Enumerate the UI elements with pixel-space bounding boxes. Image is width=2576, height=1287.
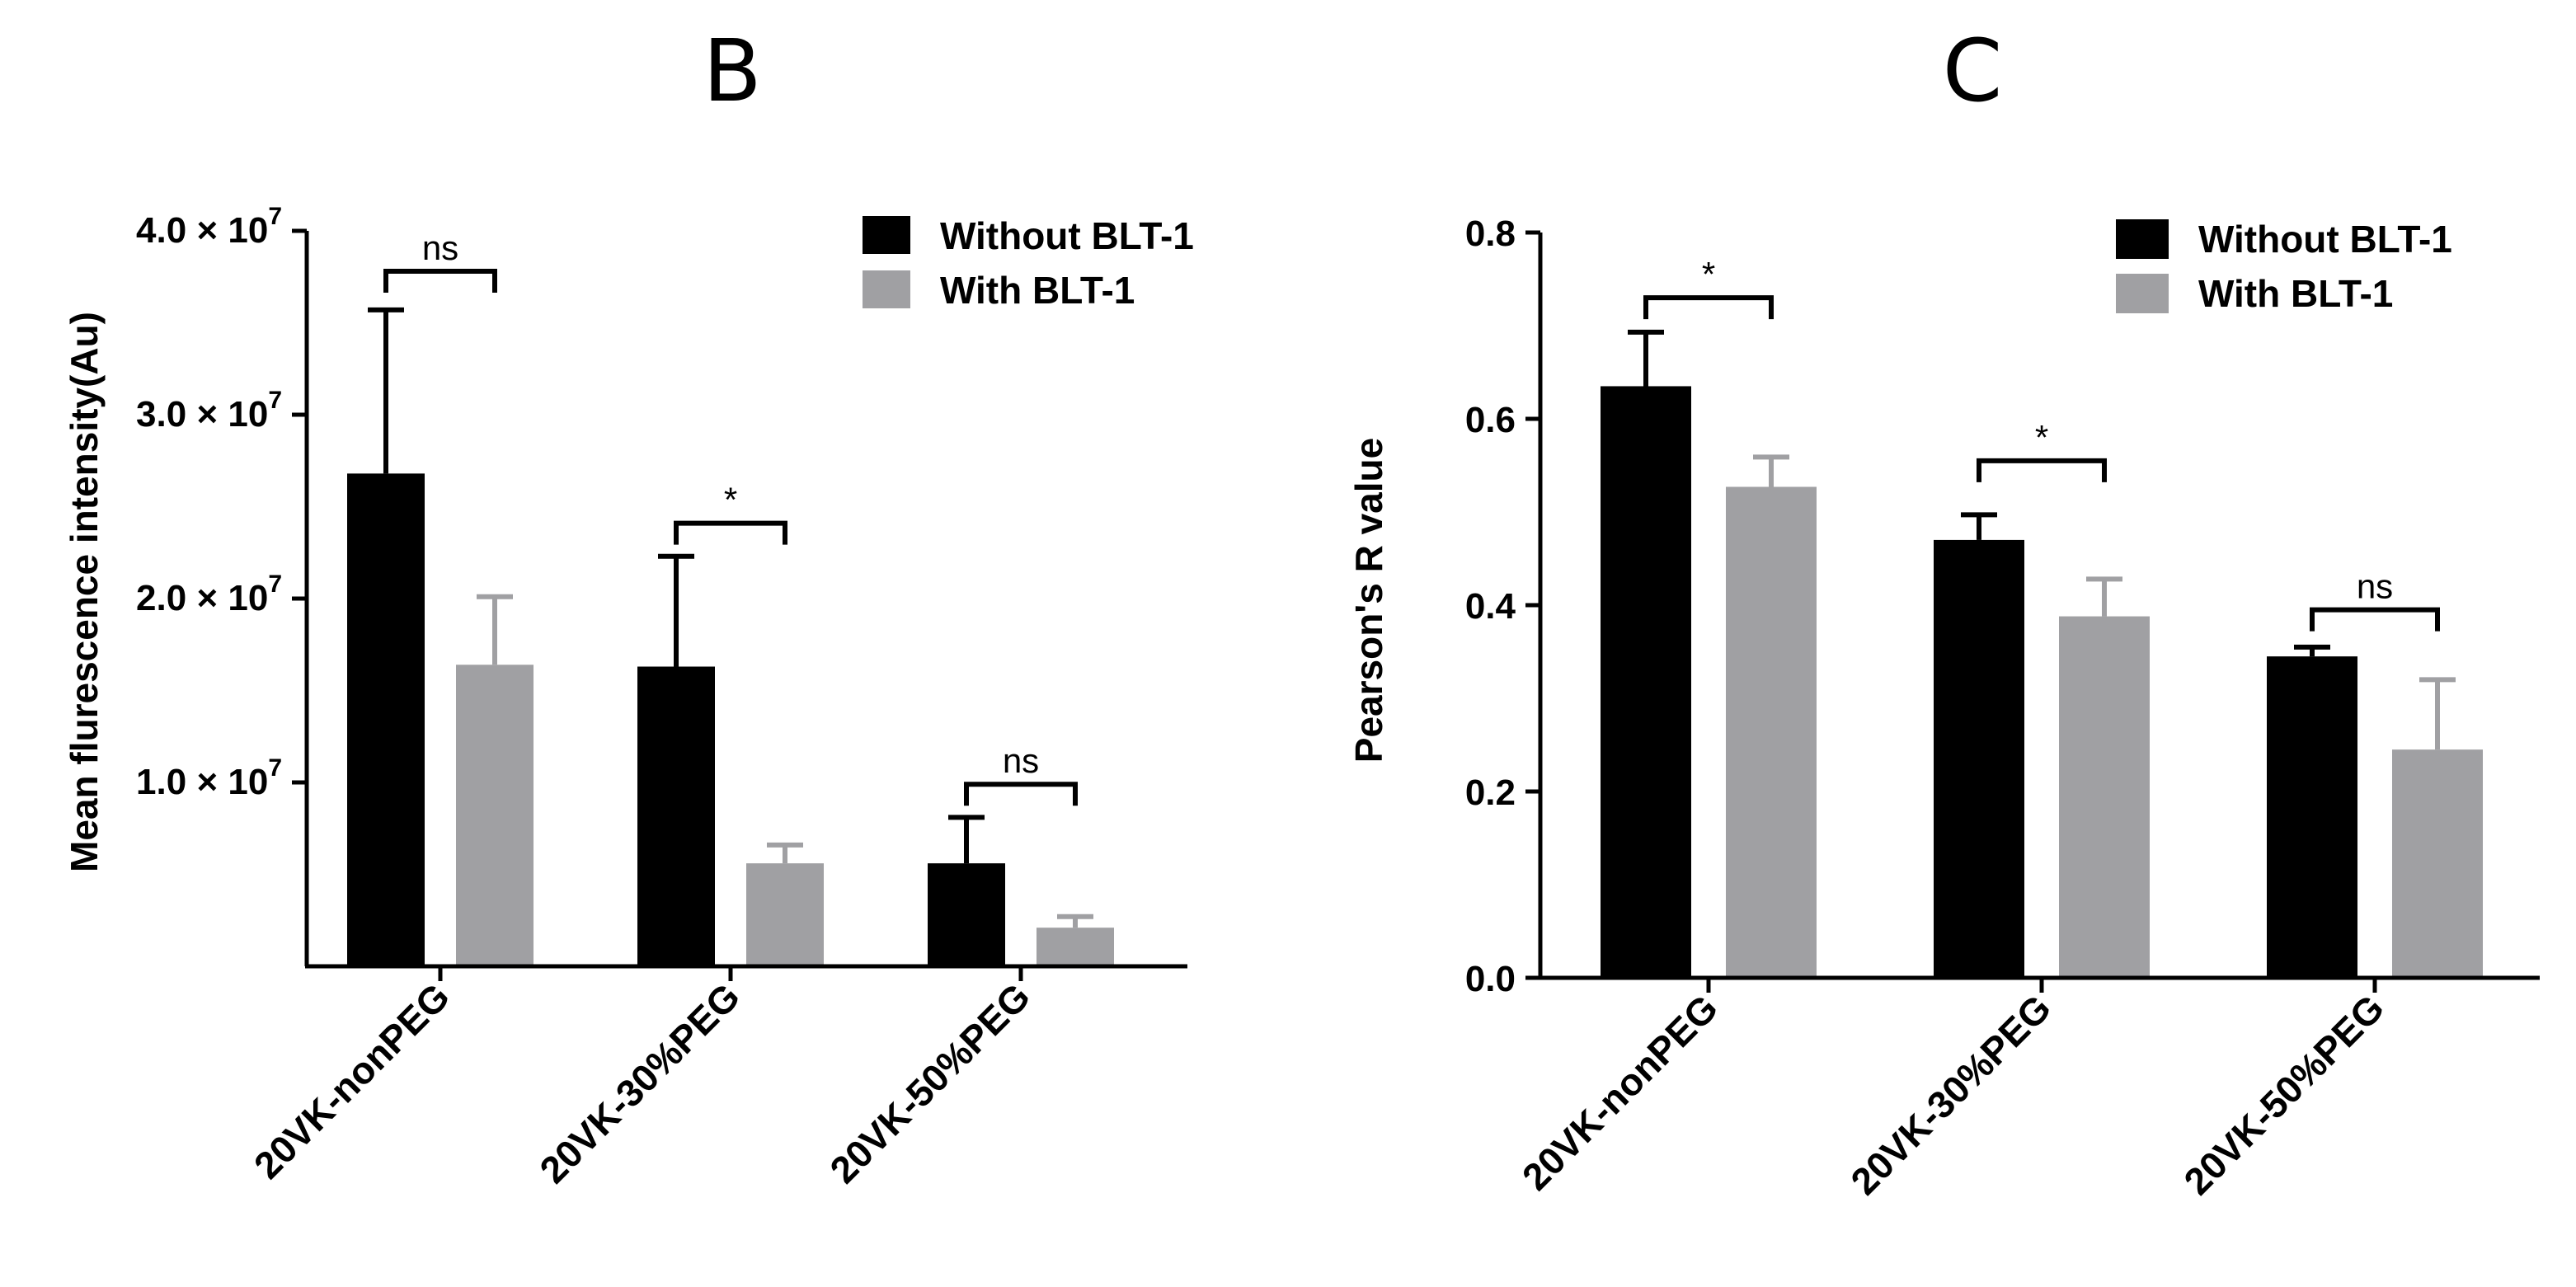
- panel-b-categories: 20VK-nonPEG 20VK-30%PEG 20VK-50%PEG: [246, 966, 1038, 1191]
- panel-b-y-axis-label: Mean flurescence intensity(Au): [63, 312, 106, 872]
- panel-b-sig-bracket: [383, 269, 497, 294]
- panel-c-y-tick-label: 0.0: [1465, 959, 1516, 999]
- panel-b-sig-label: ns: [1003, 741, 1039, 780]
- panel-b-x-tick-label: 20VK-nonPEG: [246, 975, 458, 1186]
- panel-c-bar: [2059, 616, 2150, 978]
- panel-b: B Mean flurescence intensity(Au) 1.0 × 1…: [63, 21, 1194, 1191]
- panel-c-legend: Without BLT-1 With BLT-1: [2116, 218, 2452, 315]
- panel-b-axes: [304, 231, 1187, 969]
- panel-b-x-tick-label: 20VK-50%PEG: [821, 975, 1038, 1191]
- panel-c-y-tick-label: 0.2: [1465, 773, 1516, 813]
- panel-b-sig-bracket: [964, 782, 1078, 806]
- panel-c-bar: [1934, 539, 2024, 978]
- panel-b-x-tick-label: 20VK-30%PEG: [531, 975, 748, 1191]
- panel-c-sig-label: *: [1702, 255, 1715, 294]
- panel-c-legend-swatch: [2116, 219, 2169, 259]
- panel-c-x-tick-label: 20VK-30%PEG: [1842, 986, 2059, 1203]
- panel-c-bar: [2392, 749, 2483, 978]
- panel-b-bar: [637, 666, 715, 966]
- panel-c: C Pearson's R value 0.0 0.2 0.4 0.6 0.8 * * ns…: [1347, 21, 2540, 1203]
- panel-c-x-tick-label: 20VK-50%PEG: [2175, 986, 2392, 1203]
- panel-b-y-tick-label: 4.0 × 107: [136, 203, 282, 251]
- panel-b-legend-swatch: [863, 270, 910, 308]
- panel-c-y-axis-label: Pearson's R value: [1347, 438, 1390, 763]
- panel-b-bar: [347, 473, 425, 966]
- panel-c-y-tick-label: 0.6: [1465, 400, 1516, 440]
- panel-b-sig-label: *: [724, 481, 737, 519]
- panel-b-legend-label: With BLT-1: [940, 269, 1135, 312]
- panel-c-bar: [2267, 656, 2357, 978]
- panel-c-bar: [1601, 386, 1691, 978]
- panel-c-legend-label: Without BLT-1: [2198, 218, 2452, 261]
- panel-c-legend-swatch: [2116, 274, 2169, 313]
- panel-c-y-tick-label: 0.8: [1465, 214, 1516, 254]
- panel-b-y-tick-label: 2.0 × 107: [136, 571, 282, 618]
- panel-b-bar: [928, 863, 1005, 966]
- panel-c-categories: 20VK-nonPEG 20VK-30%PEG 20VK-50%PEG: [1514, 978, 2392, 1203]
- panel-b-significance: ns * ns: [383, 228, 1078, 806]
- panel-b-y-ticks: 1.0 × 107 2.0 × 107 3.0 × 107 4.0 × 107: [136, 203, 307, 802]
- panel-c-sig-bracket: [1643, 295, 1774, 320]
- panel-c-bars: [1601, 329, 2483, 978]
- panel-b-legend-swatch: [863, 216, 910, 254]
- panel-b-legend: Without BLT-1 With BLT-1: [863, 214, 1194, 312]
- panel-b-y-tick-label: 1.0 × 107: [136, 754, 282, 802]
- panel-c-x-tick-label: 20VK-nonPEG: [1514, 986, 1726, 1198]
- panel-c-sig-label: ns: [2357, 567, 2393, 606]
- panel-c-letter: C: [1943, 21, 2003, 121]
- panel-c-sig-label: *: [2035, 418, 2048, 457]
- panel-c-sig-bracket: [1977, 458, 2107, 482]
- panel-c-significance: * * ns: [1643, 255, 2440, 632]
- panel-b-bars: [347, 307, 1114, 966]
- panel-c-y-ticks: 0.0 0.2 0.4 0.6 0.8: [1465, 214, 1540, 999]
- panel-c-y-tick-label: 0.4: [1465, 586, 1516, 627]
- panel-b-y-tick-label: 3.0 × 107: [136, 387, 282, 434]
- panel-b-bar: [746, 863, 824, 966]
- panel-b-sig-label: ns: [422, 228, 458, 267]
- panel-b-letter: B: [703, 21, 761, 121]
- panel-c-bar: [1726, 486, 1817, 978]
- panel-b-bar: [1037, 928, 1114, 966]
- panel-c-sig-bracket: [2310, 607, 2440, 632]
- panel-b-sig-bracket: [674, 520, 787, 545]
- panel-c-legend-label: With BLT-1: [2198, 272, 2393, 315]
- panel-b-legend-label: Without BLT-1: [940, 214, 1194, 257]
- panel-b-bar: [456, 665, 534, 966]
- panel-c-axes: [1538, 233, 2540, 980]
